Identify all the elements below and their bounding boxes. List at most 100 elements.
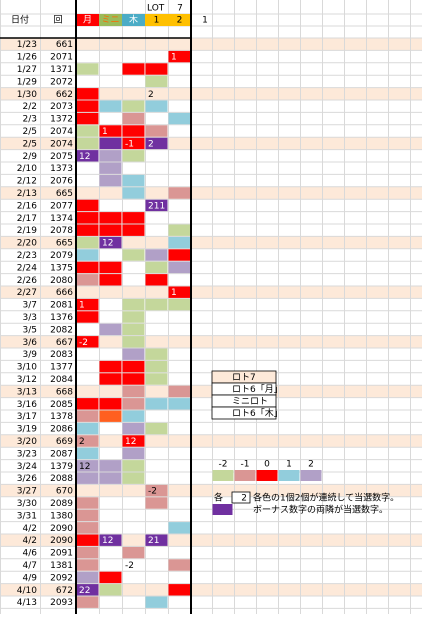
cell [76, 584, 99, 596]
cell [122, 348, 145, 360]
date: 3/3 [23, 313, 37, 323]
cell [76, 100, 99, 112]
cell-label: 2 [148, 139, 154, 149]
cell [122, 323, 145, 336]
cell [122, 472, 145, 484]
draw-number: 666 [56, 288, 73, 298]
cell [76, 261, 99, 274]
cell [122, 398, 145, 410]
row-band [0, 434, 422, 448]
date: 2/26 [17, 276, 37, 286]
date: 3/26 [17, 474, 37, 484]
draw-number: 2071 [50, 53, 73, 63]
cell [122, 174, 145, 187]
cell [145, 199, 168, 212]
cell [99, 236, 122, 249]
draw-number: 2086 [50, 425, 73, 435]
draw-number: 661 [56, 40, 73, 50]
date: 3/5 [23, 325, 37, 335]
scale-swatch [300, 470, 322, 481]
cell [122, 137, 145, 150]
date: 3/24 [17, 462, 37, 472]
date: 3/10 [17, 363, 37, 373]
row-band [0, 286, 422, 299]
cell [76, 249, 99, 261]
row-band [0, 484, 422, 497]
scale-swatch [278, 470, 300, 481]
scale-swatch [212, 470, 234, 481]
cell [122, 311, 145, 323]
date: 4/6 [23, 549, 38, 559]
cell [122, 546, 145, 559]
cell-label: 12 [102, 536, 113, 546]
cell [145, 63, 168, 75]
draw-number: 1376 [50, 313, 73, 323]
draw-number: 2090 [50, 524, 73, 534]
draw-number: 2079 [50, 251, 73, 261]
draw-number: 670 [56, 487, 73, 497]
cell [99, 571, 122, 584]
draw-number: 1372 [50, 115, 73, 125]
legend-label: ロト6「月」 [232, 384, 283, 395]
cell-label: 21 [148, 536, 159, 546]
cell [76, 150, 99, 162]
cell [99, 584, 122, 596]
cell [99, 323, 122, 336]
date: 2/17 [17, 214, 37, 224]
cell-label: 12 [125, 437, 136, 447]
date: 2/23 [17, 251, 37, 261]
date: 2/12 [17, 177, 37, 187]
cell [76, 460, 99, 472]
draw-number: 2077 [50, 201, 73, 211]
scale-label: 0 [264, 460, 270, 470]
draw-number: 2080 [50, 276, 73, 286]
date: 3/19 [17, 425, 37, 435]
date: 2/5 [23, 127, 37, 137]
row-band [0, 385, 422, 398]
draw-number: 1379 [50, 462, 73, 472]
cell [168, 584, 191, 596]
cell [76, 571, 99, 584]
cell [76, 534, 99, 546]
draw-number: 2092 [50, 573, 73, 583]
cell-label: 1 [79, 301, 85, 311]
cell [168, 249, 191, 261]
draw-number: 2074 [50, 139, 73, 149]
cell [145, 534, 168, 546]
date: 2/24 [17, 263, 37, 273]
cell-label: 1 [171, 53, 177, 63]
scale-swatch [256, 470, 278, 481]
cell [145, 274, 168, 286]
draw-number: 668 [56, 387, 73, 397]
cell [76, 311, 99, 323]
date: 2/5 [23, 139, 37, 149]
date: 4/7 [23, 561, 37, 571]
row-band [0, 335, 422, 348]
date: 2/9 [23, 152, 38, 162]
cell [145, 261, 168, 274]
draw-number: 662 [56, 90, 73, 100]
draw-number: 2075 [50, 152, 73, 162]
cell [122, 410, 145, 422]
date: 1/23 [17, 40, 37, 50]
note-box-value: 2 [241, 494, 247, 504]
cell [145, 360, 168, 373]
date: 3/7 [23, 301, 37, 311]
scale-swatch [234, 470, 256, 481]
cell [99, 460, 122, 472]
cell [76, 435, 99, 447]
header-label: 回 [53, 15, 62, 26]
cell [145, 596, 168, 608]
cell-label: 1 [102, 127, 108, 137]
draw-number: 667 [56, 338, 73, 348]
cell [145, 137, 168, 150]
draw-number: 2081 [50, 301, 73, 311]
draw-number: 2074 [50, 127, 73, 137]
note-swatch [212, 504, 233, 515]
cell [145, 125, 168, 137]
cell-label: 211 [148, 201, 165, 211]
draw-number: 2090 [50, 536, 73, 546]
cell [99, 174, 122, 187]
cell [76, 199, 99, 212]
header-label: 木 [129, 14, 138, 26]
